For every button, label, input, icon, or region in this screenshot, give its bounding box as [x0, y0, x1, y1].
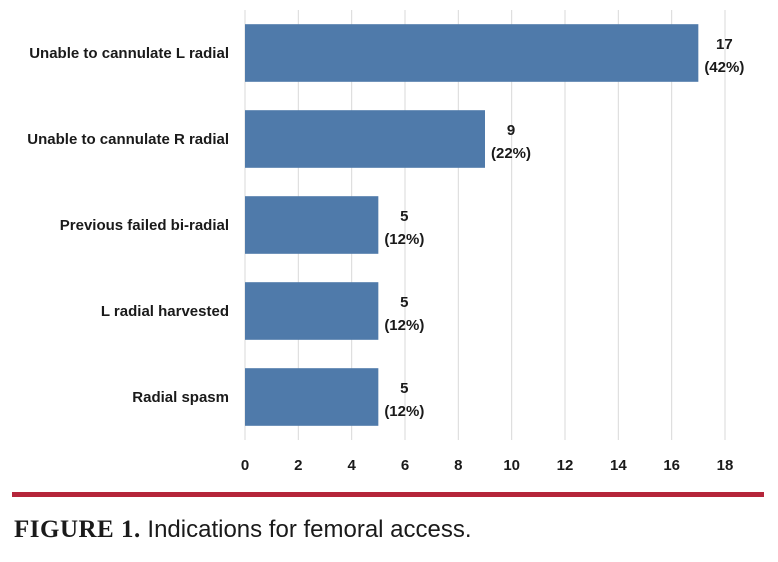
- category-label: Previous failed bi-radial: [60, 217, 229, 234]
- percent-label: (12%): [384, 317, 424, 334]
- category-label: Radial spasm: [132, 389, 229, 406]
- bar: [245, 196, 379, 254]
- percent-label: (12%): [384, 403, 424, 420]
- percent-label: (22%): [491, 145, 531, 162]
- x-axis-ticks: 0 2 4 6 8 10 12 14 16 18: [241, 457, 734, 474]
- x-tick-label: 4: [347, 457, 356, 474]
- bar: [245, 368, 379, 426]
- value-label: 17: [716, 36, 733, 53]
- x-tick-label: 0: [241, 457, 249, 474]
- x-tick-label: 16: [663, 457, 680, 474]
- category-labels: Unable to cannulate L radial Unable to ca…: [27, 45, 229, 406]
- bar: [245, 282, 379, 340]
- value-label: 5: [400, 294, 408, 311]
- bar-chart: Unable to cannulate L radial Unable to ca…: [27, 10, 744, 474]
- value-label: 5: [400, 208, 408, 225]
- value-label: 5: [400, 380, 408, 397]
- bar: [245, 110, 485, 168]
- caption-divider: [12, 492, 764, 497]
- percent-label: (12%): [384, 231, 424, 248]
- figure-caption: FIGURE 1. Indications for femoral access…: [14, 516, 472, 544]
- bars: [245, 24, 699, 426]
- x-tick-label: 12: [557, 457, 574, 474]
- bar: [245, 24, 699, 82]
- caption-prefix: FIGURE 1.: [14, 516, 141, 543]
- category-label: Unable to cannulate L radial: [29, 45, 229, 62]
- x-tick-label: 18: [717, 457, 734, 474]
- x-tick-label: 8: [454, 457, 462, 474]
- x-tick-label: 14: [610, 457, 627, 474]
- value-label: 9: [507, 122, 515, 139]
- x-tick-label: 6: [401, 457, 409, 474]
- x-tick-label: 2: [294, 457, 302, 474]
- category-label: L radial harvested: [101, 303, 229, 320]
- caption-text: Indications for femoral access.: [140, 516, 472, 543]
- x-tick-label: 10: [503, 457, 520, 474]
- category-label: Unable to cannulate R radial: [27, 131, 229, 148]
- data-labels: 17 (42%) 9 (22%) 5 (12%) 5 (12%) 5 (12%): [384, 36, 744, 420]
- percent-label: (42%): [704, 59, 744, 76]
